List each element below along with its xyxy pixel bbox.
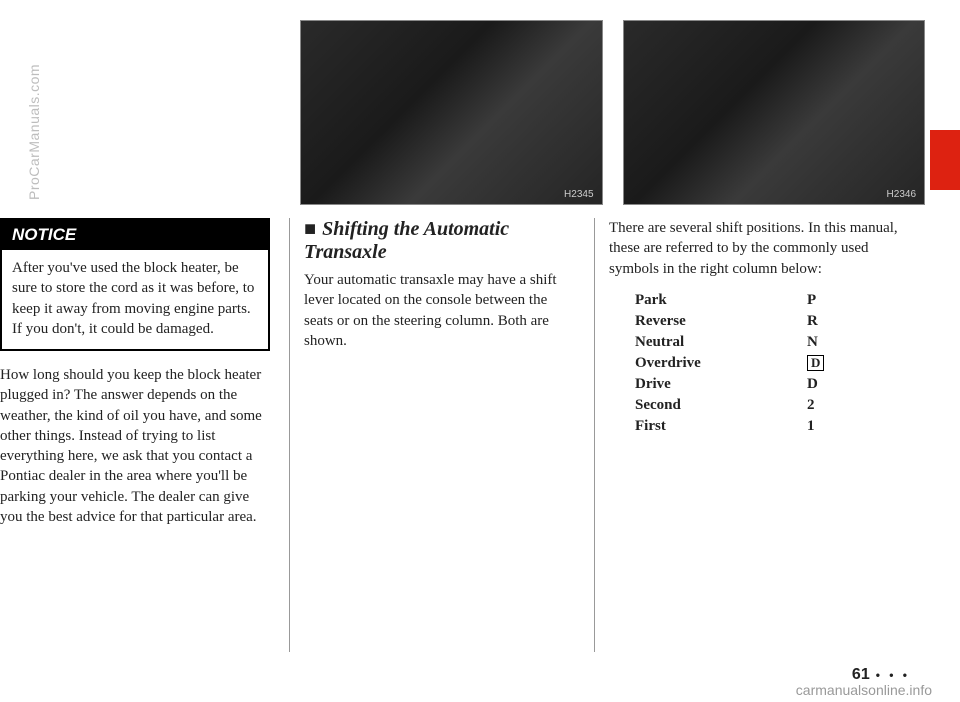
section-tab (930, 130, 960, 190)
heading-bullet-icon: ■ (304, 218, 316, 240)
column-3: There are several shift positions. In th… (595, 218, 925, 652)
shift-symbol: N (807, 333, 824, 352)
shift-row: OverdriveD (635, 354, 824, 373)
manual-page: H2345 H2346 NOTICE After you've used the… (0, 0, 960, 702)
shift-symbol: D (807, 354, 824, 373)
shift-row: ReverseR (635, 312, 824, 331)
section-body: Your automatic transaxle may have a shif… (304, 270, 580, 351)
block-heater-paragraph: How long should you keep the block heate… (0, 365, 275, 527)
shift-name: Second (635, 396, 805, 415)
shift-row: ParkP (635, 291, 824, 310)
section-heading: ■Shifting the Automatic Transaxle (304, 218, 580, 264)
notice-body: After you've used the block heater, be s… (2, 250, 268, 349)
shift-symbol: 2 (807, 396, 824, 415)
side-watermark: ProCarManuals.com (26, 64, 42, 200)
shift-positions-table: ParkPReverseRNeutralNOverdriveDDriveDSec… (633, 289, 826, 438)
photo-label-left: H2345 (564, 189, 593, 200)
heading-text: Shifting the Automatic Transaxle (304, 218, 509, 263)
footer-watermark: carmanualsonline.info (796, 682, 932, 698)
shift-name: Overdrive (635, 354, 805, 373)
notice-header: NOTICE (2, 220, 268, 250)
shift-name: Park (635, 291, 805, 310)
shift-row: Second2 (635, 396, 824, 415)
photo-row: H2345 H2346 (300, 20, 925, 205)
notice-box: NOTICE After you've used the block heate… (0, 218, 270, 351)
content-columns: NOTICE After you've used the block heate… (0, 218, 925, 652)
shift-intro: There are several shift positions. In th… (609, 218, 911, 279)
shift-symbol: R (807, 312, 824, 331)
page-dots: • • • (876, 668, 910, 682)
shift-name: First (635, 417, 805, 436)
shift-name: Neutral (635, 333, 805, 352)
shift-row: NeutralN (635, 333, 824, 352)
shift-name: Drive (635, 375, 805, 394)
page-number-value: 61 (852, 666, 870, 683)
photo-column-shifter: H2346 (623, 20, 926, 205)
photo-label-right: H2346 (887, 189, 916, 200)
shift-symbol: 1 (807, 417, 824, 436)
shift-name: Reverse (635, 312, 805, 331)
column-2: ■Shifting the Automatic Transaxle Your a… (290, 218, 595, 652)
shift-positions-body: ParkPReverseRNeutralNOverdriveDDriveDSec… (635, 291, 824, 436)
shift-row: DriveD (635, 375, 824, 394)
shift-symbol: P (807, 291, 824, 310)
photo-console-shifter: H2345 (300, 20, 603, 205)
shift-row: First1 (635, 417, 824, 436)
shift-symbol: D (807, 375, 824, 394)
column-1: NOTICE After you've used the block heate… (0, 218, 290, 652)
